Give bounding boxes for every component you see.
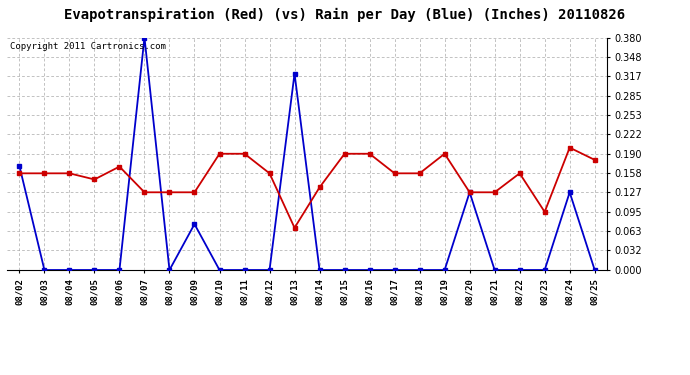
Text: Evapotranspiration (Red) (vs) Rain per Day (Blue) (Inches) 20110826: Evapotranspiration (Red) (vs) Rain per D… [64, 8, 626, 22]
Text: Copyright 2011 Cartronics.com: Copyright 2011 Cartronics.com [10, 42, 166, 51]
